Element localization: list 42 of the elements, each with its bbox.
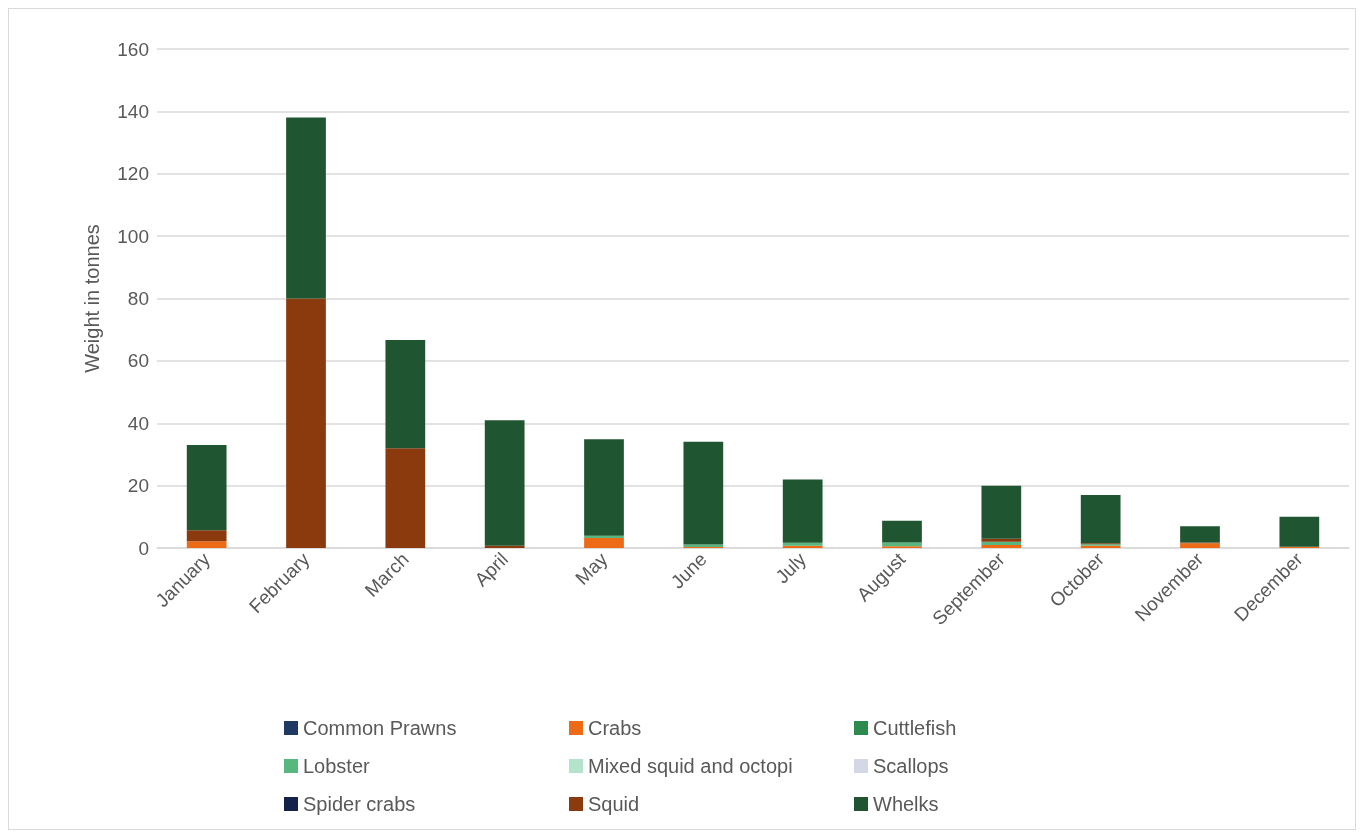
y-tick-label: 100 xyxy=(117,225,149,247)
bar xyxy=(584,538,624,548)
y-tick-label: 40 xyxy=(127,412,149,434)
legend-label: Crabs xyxy=(588,717,642,739)
bar xyxy=(1279,516,1320,547)
bar xyxy=(1080,494,1121,544)
legend-label: Spider crabs xyxy=(303,793,416,815)
bar xyxy=(385,448,426,548)
y-tick-label: 80 xyxy=(127,288,149,309)
bar xyxy=(882,542,922,547)
x-tick-label: July xyxy=(771,548,811,588)
legend-label: Cuttlefish xyxy=(873,717,957,739)
bar xyxy=(186,530,227,542)
bar xyxy=(385,339,426,449)
bar xyxy=(186,541,227,548)
bar xyxy=(683,441,724,545)
x-tick-label: May xyxy=(571,548,612,589)
bar xyxy=(584,439,624,536)
bar xyxy=(484,420,525,546)
bar xyxy=(186,445,227,531)
legend-label: Mixed squid and octopi xyxy=(588,755,793,777)
legend-label: Whelks xyxy=(873,793,939,815)
y-tick-label: 140 xyxy=(117,100,149,122)
legend-label: Scallops xyxy=(873,755,949,777)
bar xyxy=(782,479,823,543)
y-tick-label: 160 xyxy=(117,38,149,60)
y-tick-label: 60 xyxy=(127,350,149,372)
bar xyxy=(286,298,326,548)
bar xyxy=(981,485,1022,539)
bar xyxy=(882,520,922,543)
y-tick-label: 120 xyxy=(117,163,149,185)
legend-label: Lobster xyxy=(303,755,371,777)
legend-label: Squid xyxy=(588,793,640,815)
y-tick-label: 0 xyxy=(138,537,149,559)
bar xyxy=(1180,543,1220,548)
legend-label: Common Prawns xyxy=(303,717,457,739)
bar xyxy=(484,545,525,548)
bar xyxy=(286,117,326,299)
y-axis-title: Weight in tonnes xyxy=(81,224,103,373)
bar xyxy=(1180,526,1220,543)
y-tick-label: 20 xyxy=(127,475,149,497)
bar xyxy=(584,535,624,539)
